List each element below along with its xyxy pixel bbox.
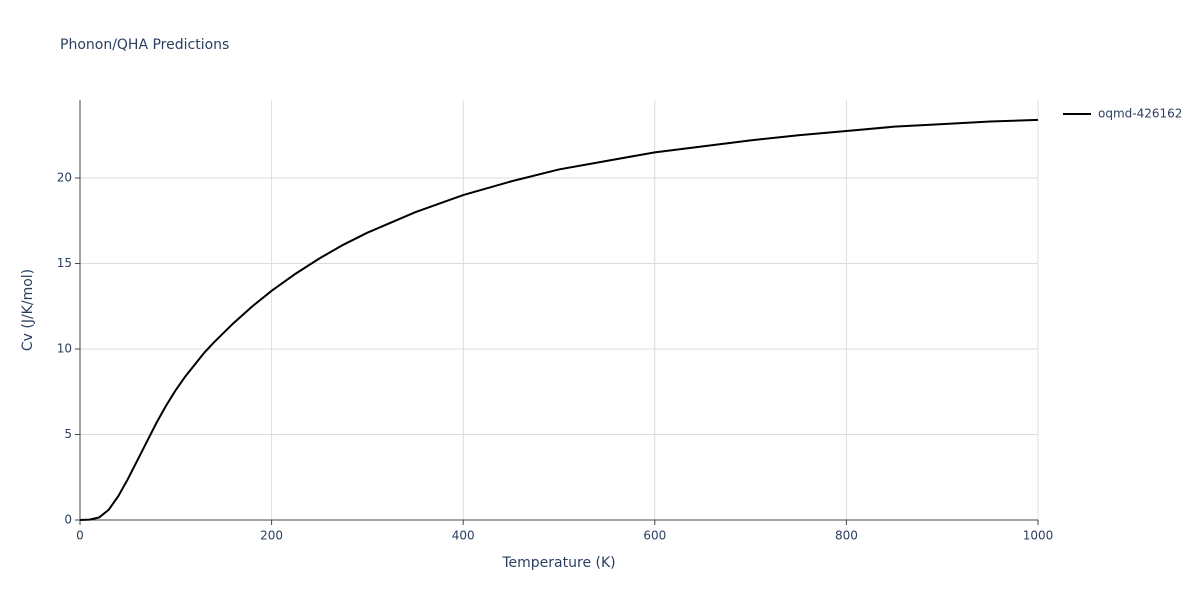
chart-title: Phonon/QHA Predictions xyxy=(60,37,229,53)
y-tick-label: 0 xyxy=(64,513,72,527)
y-tick-label: 5 xyxy=(64,427,72,441)
y-tick-label: 20 xyxy=(57,170,72,184)
x-tick-label: 600 xyxy=(643,529,666,543)
x-tick-label: 1000 xyxy=(1023,529,1054,543)
y-tick-label: 10 xyxy=(57,341,72,355)
y-axis-label: Cv (J/K/mol) xyxy=(20,269,36,351)
x-tick-label: 800 xyxy=(835,529,858,543)
x-axis-label: Temperature (K) xyxy=(501,555,615,571)
data-line xyxy=(79,118,1039,521)
y-tick-label: 15 xyxy=(57,256,72,270)
x-tick-label: 0 xyxy=(76,529,84,543)
x-tick-label: 200 xyxy=(260,529,283,543)
legend-label: oqmd-426162 xyxy=(1098,107,1182,121)
x-tick-label: 400 xyxy=(452,529,475,543)
